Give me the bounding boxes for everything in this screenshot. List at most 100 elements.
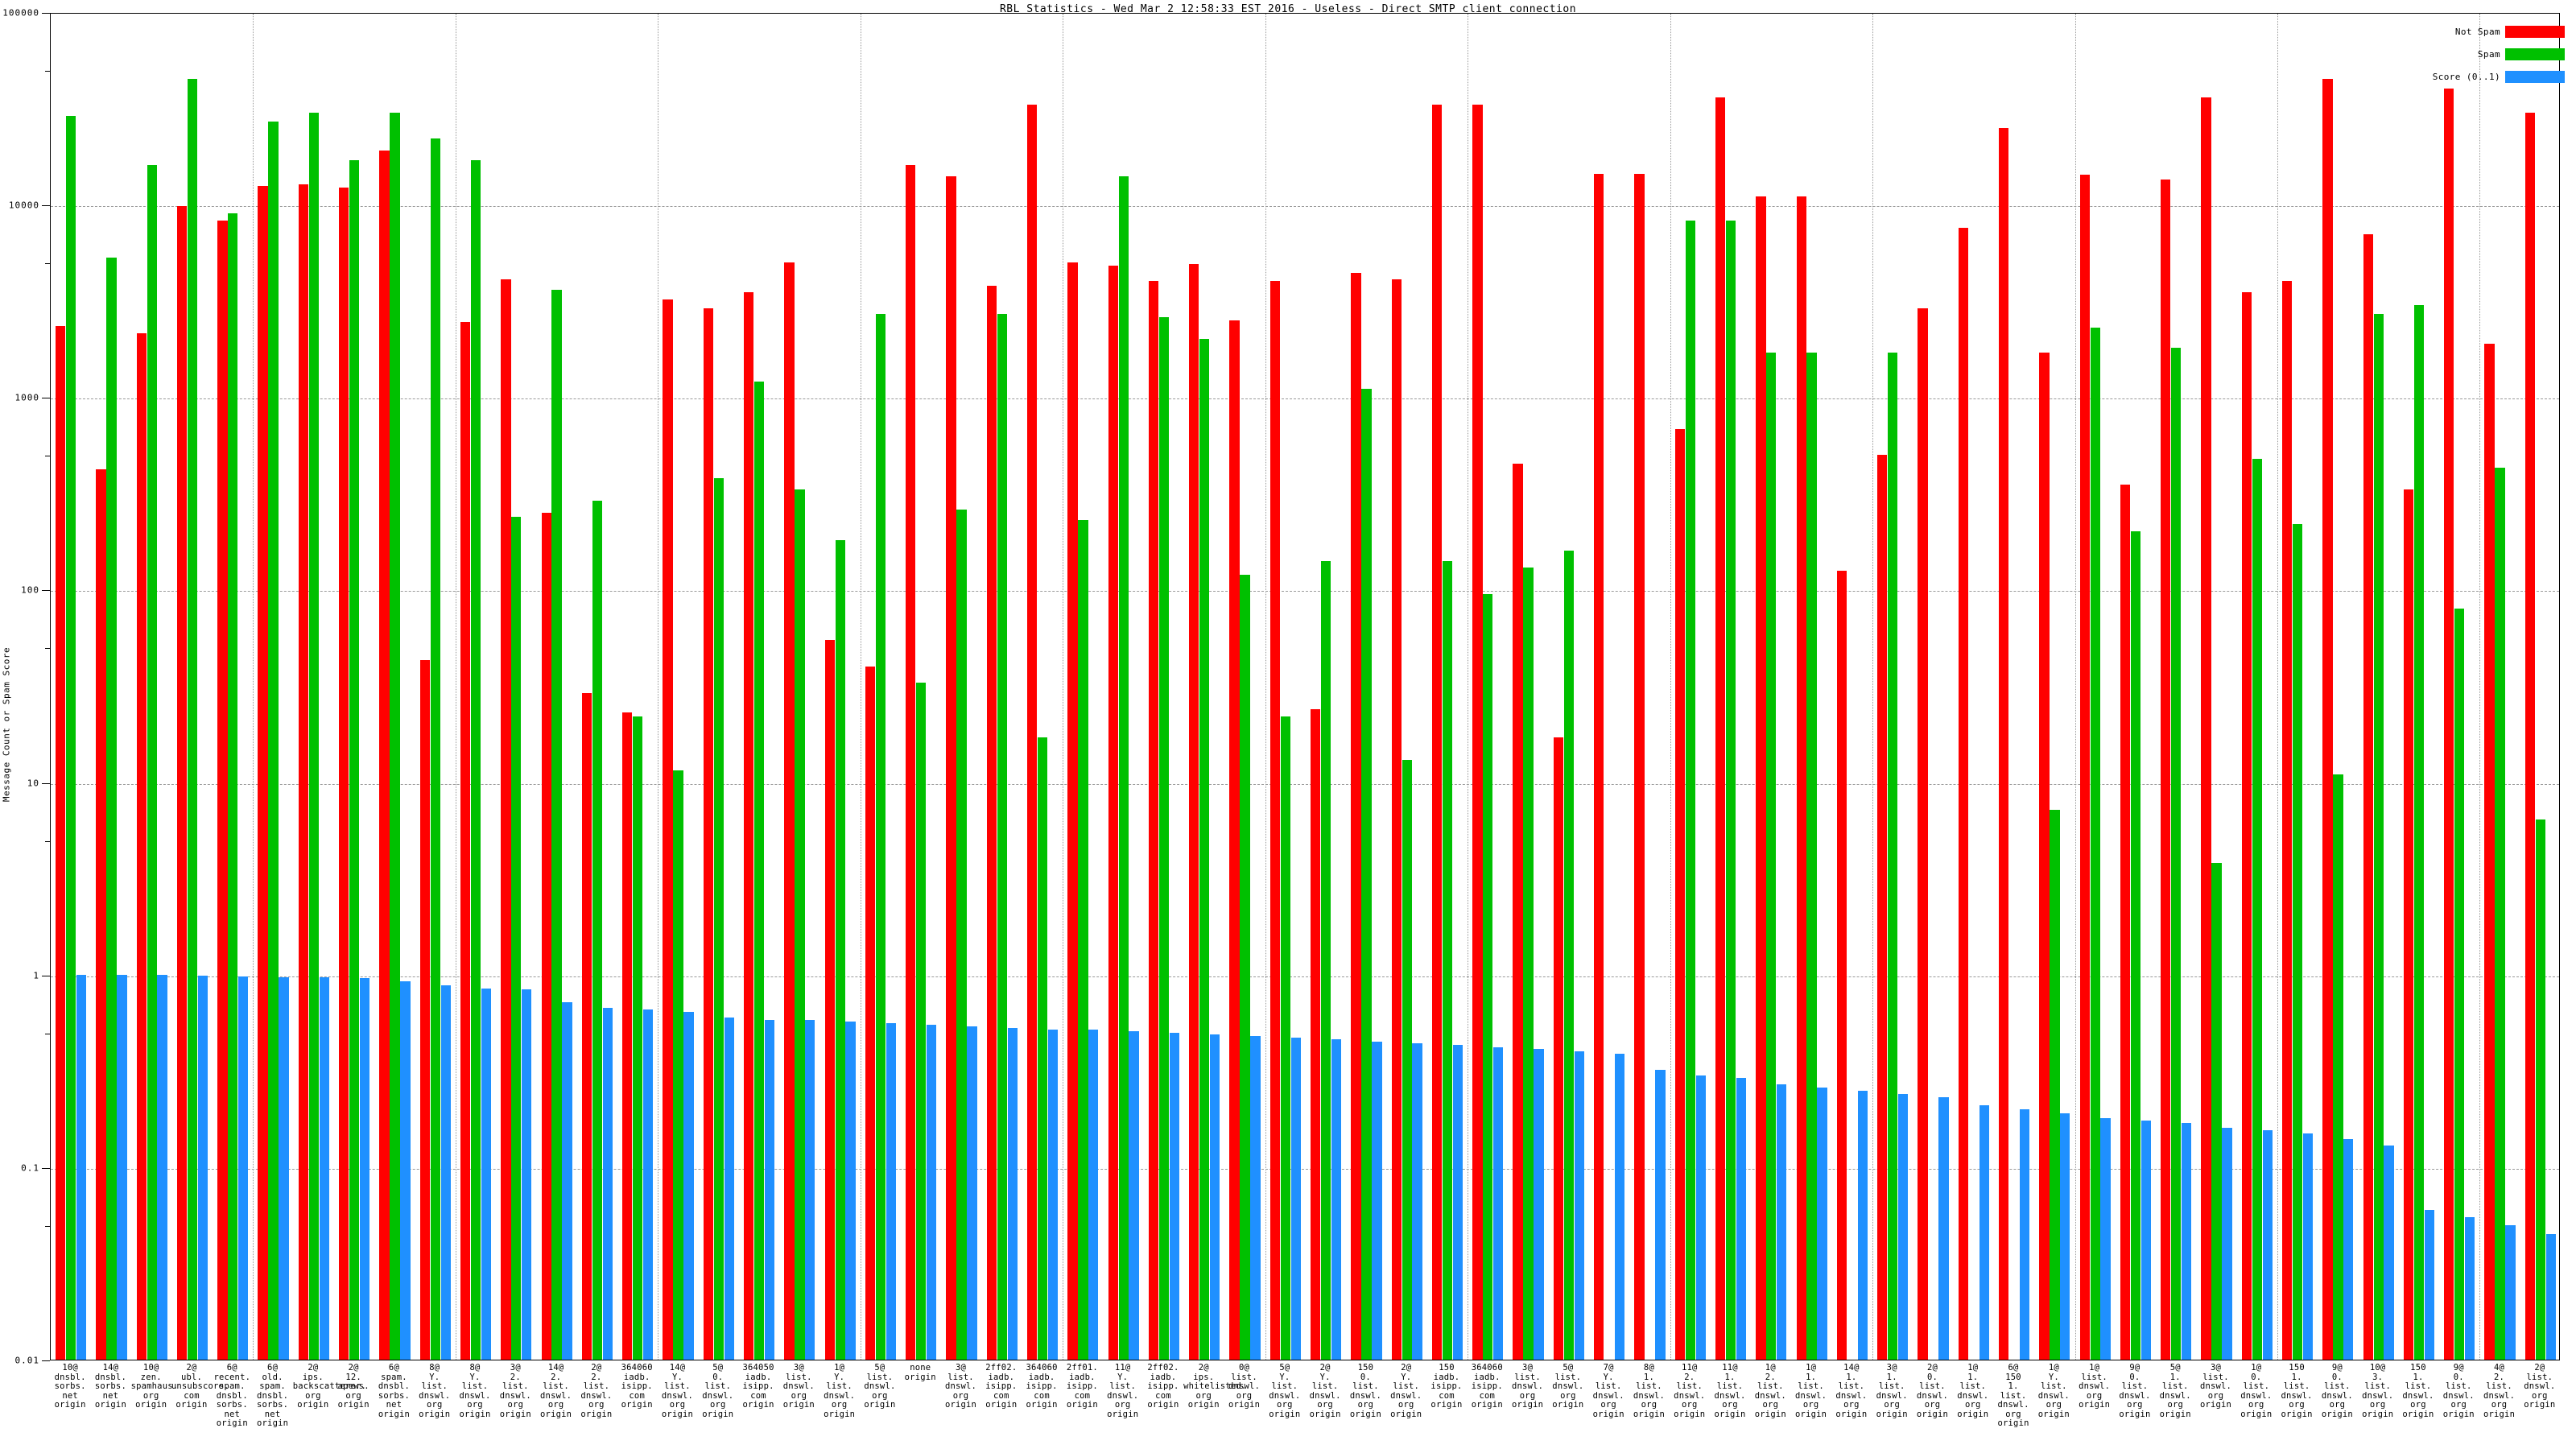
bar-spam <box>633 716 643 1360</box>
bar-score <box>967 1026 977 1360</box>
bar-score <box>522 989 532 1360</box>
x-axis-tick-label: 1@ 1. list. dnswl. org origin <box>1957 1363 1989 1419</box>
y-axis-tick <box>42 13 50 14</box>
bar-group <box>1022 14 1063 1360</box>
x-axis-tick-label: 10@ dnsbl. sorbs. net origin <box>54 1363 86 1410</box>
bar-group <box>941 14 981 1360</box>
bar-spam <box>470 160 481 1360</box>
bar-spam <box>2454 608 2465 1360</box>
bar-group <box>1184 14 1224 1360</box>
bar-group <box>2520 14 2559 1360</box>
bar-score <box>1493 1046 1504 1360</box>
bar-notspam <box>1391 279 1402 1360</box>
bar-score <box>1007 1027 1018 1360</box>
bar-score <box>2140 1120 2152 1360</box>
bar-notspam <box>1108 266 1118 1360</box>
bar-score <box>1412 1042 1422 1360</box>
bar-score <box>2343 1138 2354 1360</box>
vertical-gridline <box>2479 14 2481 1360</box>
bar-notspam <box>622 712 633 1360</box>
bar-notspam <box>501 279 511 1360</box>
bar-group <box>1791 14 1831 1360</box>
bar-group <box>2156 14 2196 1360</box>
x-axis-tick-label: 2ff02. iadb. isipp. com origin <box>985 1363 1018 1410</box>
legend-swatch-notspam <box>2505 25 2565 38</box>
x-axis-tick-label: 3@ list. dnswl. org origin <box>1512 1363 1544 1410</box>
bar-notspam <box>2161 179 2171 1360</box>
bar-spam <box>1442 561 1453 1360</box>
bar-score <box>724 1017 734 1360</box>
bar-notspam <box>865 666 876 1360</box>
x-axis-tick-label: 8@ Y. list. dnswl. org origin <box>419 1363 451 1419</box>
bar-group <box>2075 14 2116 1360</box>
bar-group <box>658 14 698 1360</box>
bar-score <box>1574 1051 1584 1360</box>
bar-spam <box>228 213 238 1360</box>
x-axis-tick-label: 364060 iadb. isipp. com origin <box>621 1363 653 1410</box>
bar-notspam <box>1674 429 1685 1360</box>
bar-score <box>1088 1029 1099 1360</box>
bar-group <box>1670 14 1711 1360</box>
bar-group <box>2237 14 2277 1360</box>
bar-score <box>1817 1087 1827 1360</box>
legend-label: Score (0..1) <box>2432 71 2500 82</box>
bar-group <box>617 14 658 1360</box>
bar-spam <box>2333 774 2343 1360</box>
bar-spam <box>1280 716 1290 1360</box>
bar-notspam <box>339 187 349 1360</box>
horizontal-gridline <box>51 1168 2559 1170</box>
x-axis-tick-label: 2@ list. dnswl. org origin <box>2524 1363 2556 1410</box>
x-axis-tick-label: 1@ list. dnswl. org origin <box>2079 1363 2111 1410</box>
bar-group <box>536 14 576 1360</box>
bar-group <box>496 14 536 1360</box>
bar-group <box>91 14 131 1360</box>
bar-score <box>2182 1122 2192 1360</box>
x-axis-tick-label: 1@ 1. list. dnswl. org origin <box>1795 1363 1827 1419</box>
x-axis-tick-label: 5@ 0. list. dnswl. org origin <box>702 1363 734 1419</box>
bar-notspam <box>1513 464 1523 1360</box>
bar-notspam <box>1918 308 1928 1360</box>
bar-score <box>238 976 249 1360</box>
bar-group <box>1994 14 2034 1360</box>
bar-score <box>2384 1145 2394 1360</box>
legend-entry-notspam: Not Spam <box>2455 24 2565 39</box>
bar-group <box>1427 14 1468 1360</box>
x-axis-tick-label: 8@ Y. list. dnswl. org origin <box>459 1363 491 1419</box>
bar-score <box>2100 1117 2111 1360</box>
bar-score <box>400 981 411 1360</box>
bar-spam <box>1078 519 1088 1360</box>
bar-notspam <box>703 308 713 1360</box>
vertical-gridline <box>253 14 254 1360</box>
x-axis-tick-label: 1@ 0. list. dnswl. org origin <box>2240 1363 2273 1419</box>
bar-spam <box>1320 561 1331 1360</box>
y-axis-tick-label: 100000 <box>2 7 39 19</box>
x-axis-tick-label: 5@ 1. list. dnswl. org origin <box>2159 1363 2191 1419</box>
bar-spam <box>795 489 805 1360</box>
bar-group <box>253 14 293 1360</box>
vertical-gridline <box>2074 14 2076 1360</box>
bar-score <box>845 1022 856 1360</box>
bar-notspam <box>1756 196 1766 1360</box>
legend-entry-score: Score (0..1) <box>2433 69 2565 84</box>
bar-group <box>1832 14 1872 1360</box>
bar-spam <box>1685 220 1695 1360</box>
x-axis-tick-label: 8@ 1. list. dnswl. org origin <box>1633 1363 1666 1419</box>
bar-spam <box>65 115 76 1360</box>
y-axis-tick-label: 1000 <box>14 392 39 403</box>
x-axis-tick-label: 2@ ips. backscatterer. org origin <box>292 1363 367 1410</box>
bar-spam <box>2535 819 2545 1360</box>
bar-spam <box>1240 574 1250 1360</box>
bar-notspam <box>2079 175 2090 1360</box>
bar-group <box>1549 14 1589 1360</box>
y-axis-tick <box>42 205 50 207</box>
bar-group <box>2196 14 2236 1360</box>
x-axis-tick-label: 150 1. list. dnswl. org origin <box>2281 1363 2313 1419</box>
bar-score <box>2545 1233 2556 1360</box>
bar-group <box>1711 14 1751 1360</box>
bar-group <box>820 14 861 1360</box>
bar-score <box>440 985 451 1360</box>
x-axis-tick-label: 150 1. list. dnswl. org origin <box>2402 1363 2434 1419</box>
bar-notspam <box>2524 113 2536 1360</box>
x-axis-tick-label: 364060 iadb. isipp. com origin <box>1026 1363 1058 1410</box>
bar-spam <box>308 113 320 1360</box>
